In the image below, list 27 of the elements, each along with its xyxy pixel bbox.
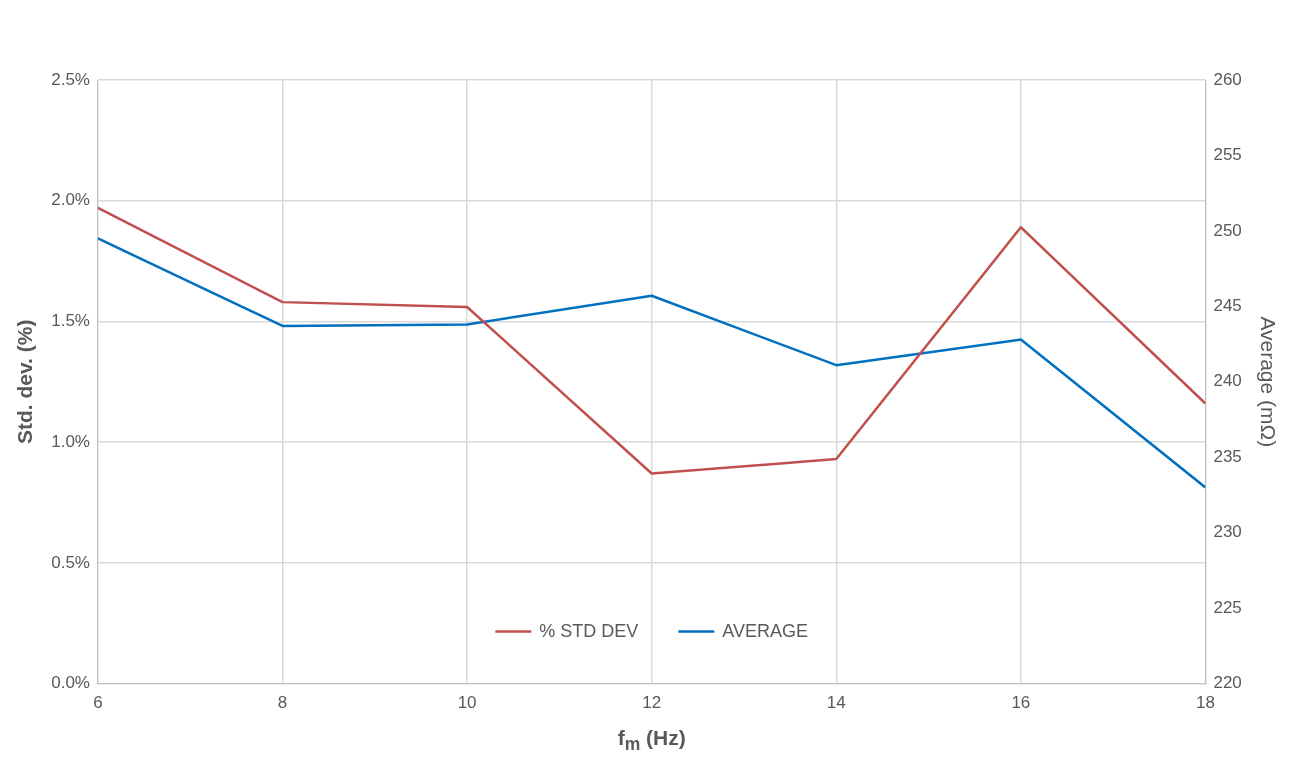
- x-tick-label: 10: [457, 693, 477, 713]
- y-tick-label: 0.5%: [51, 552, 90, 572]
- x-tick-label: 8: [277, 693, 288, 713]
- x-tick-label: 6: [93, 693, 103, 713]
- y-tick-label: 2.5%: [51, 69, 90, 89]
- y2-tick-label: 255: [1213, 145, 1242, 165]
- y2-tick-label: 225: [1213, 597, 1242, 617]
- y-axis-title: Std. dev. (%): [13, 319, 37, 445]
- y-tick-label: 2.0%: [51, 190, 90, 210]
- x-tick-label: 16: [1011, 693, 1031, 713]
- y-tick-label: 1.5%: [51, 311, 90, 331]
- x-tick-label: 12: [642, 693, 662, 713]
- y-tick-label: 0.0%: [51, 673, 90, 693]
- legend-label: % STD DEV: [539, 620, 639, 641]
- y2-tick-label: 250: [1213, 220, 1242, 240]
- x-axis-title: f$_{m}$ (Hz): [617, 725, 686, 755]
- y2-tick-label: 240: [1213, 371, 1242, 391]
- x-tick-label: 14: [826, 693, 846, 713]
- x-tick-label: 18: [1195, 693, 1215, 713]
- y2-tick-label: 235: [1213, 446, 1242, 466]
- y2-tick-label: 260: [1213, 69, 1242, 89]
- y2-axis-title: Average (mΩ): [1256, 316, 1280, 448]
- y2-tick-label: 220: [1213, 673, 1242, 693]
- y-tick-label: 1.0%: [51, 431, 90, 451]
- legend-label: AVERAGE: [722, 620, 809, 641]
- y2-tick-label: 230: [1213, 522, 1242, 542]
- y2-tick-label: 245: [1213, 296, 1242, 316]
